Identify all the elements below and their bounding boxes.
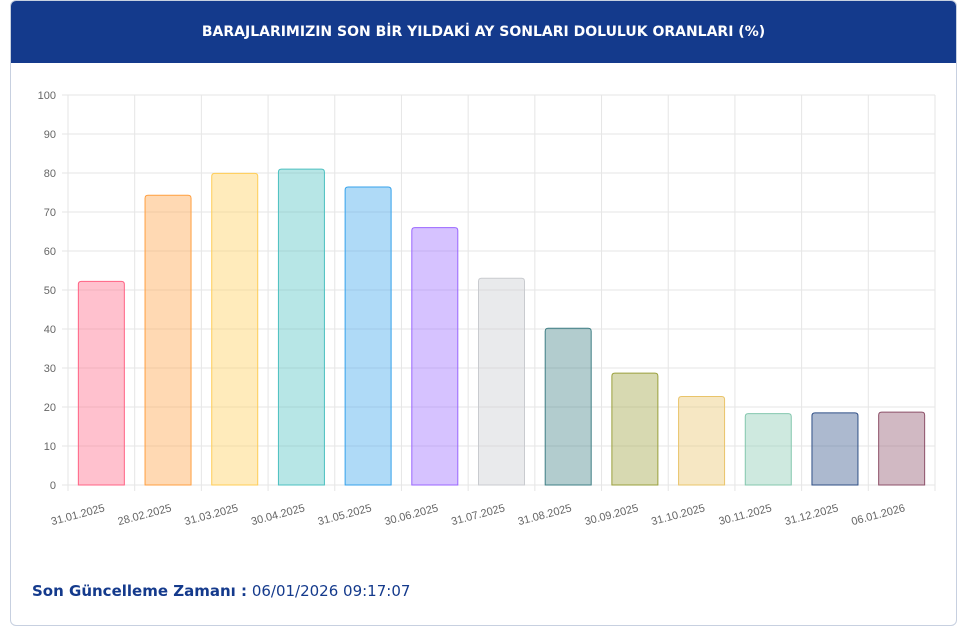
bar [344, 186, 392, 486]
x-tick-label: 31.01.2025 [50, 502, 106, 528]
footer-label: Son Güncelleme Zamanı : [32, 582, 248, 600]
y-tick-label: 90 [44, 129, 56, 141]
bar [277, 168, 325, 486]
x-tick-label: 30.04.2025 [250, 502, 306, 528]
header: BARAJLARIMIZIN SON BİR YILDAKİ AY SONLAR… [11, 1, 956, 63]
y-tick-label: 80 [44, 168, 56, 180]
y-tick-label: 70 [44, 207, 56, 219]
footer-value: 06/01/2026 09:17:07 [251, 582, 411, 600]
bar [478, 277, 525, 486]
x-tick-label: 31.12.2025 [783, 502, 839, 528]
y-tick-label: 100 [38, 90, 56, 102]
x-tick-label: 06.01.2026 [850, 502, 906, 528]
x-tick-label: 30.11.2025 [718, 502, 774, 528]
chart-title: BARAJLARIMIZIN SON BİR YILDAKİ AY SONLAR… [201, 24, 766, 40]
bar [678, 395, 726, 486]
x-tick-label: 31.05.2025 [317, 502, 373, 528]
y-tick-label: 50 [44, 285, 56, 297]
x-tick-label: 30.09.2025 [583, 502, 639, 528]
bar [811, 412, 859, 486]
bar [744, 413, 792, 486]
x-tick-label: 28.02.2025 [117, 502, 173, 528]
bar [878, 411, 926, 486]
x-tick-label: 30.06.2025 [383, 502, 439, 528]
bar [144, 194, 192, 486]
y-tick-label: 20 [44, 402, 56, 414]
y-tick-label: 40 [44, 324, 56, 336]
bar [411, 227, 459, 486]
x-tick-label: 31.07.2025 [450, 502, 506, 528]
x-tick-label: 31.10.2025 [650, 502, 706, 528]
y-tick-label: 10 [44, 441, 56, 453]
bar [544, 327, 592, 486]
y-tick-label: 30 [44, 363, 56, 375]
y-tick-label: 0 [50, 480, 56, 492]
x-tick-label: 31.03.2025 [183, 502, 239, 528]
y-tick-label: 60 [44, 246, 56, 258]
bar [611, 372, 659, 486]
footer: Son Güncelleme Zamanı : 06/01/2026 09:17… [32, 582, 410, 600]
bar [211, 172, 259, 486]
bar [77, 280, 125, 486]
card: BARAJLARIMIZIN SON BİR YILDAKİ AY SONLAR… [10, 0, 957, 626]
x-tick-label: 31.08.2025 [517, 502, 573, 528]
